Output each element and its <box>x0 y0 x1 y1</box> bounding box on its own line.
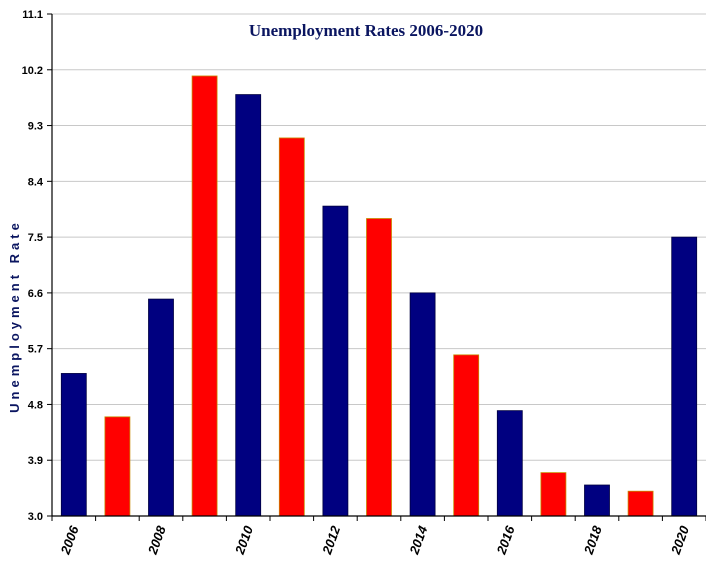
y-axis-label: Unemployment Rate <box>7 219 22 413</box>
bar-2011 <box>278 137 305 517</box>
y-tick-label: 8.4 <box>28 176 44 188</box>
bar-2014 <box>409 292 436 517</box>
bars <box>60 75 698 517</box>
x-tick-label: 2010 <box>232 523 257 557</box>
chart-title: Unemployment Rates 2006-2020 <box>249 21 483 40</box>
bar-2013 <box>366 218 392 517</box>
y-tick-label: 10.2 <box>22 65 43 77</box>
bar-2008 <box>148 298 174 517</box>
bar-2009 <box>191 75 218 517</box>
y-tick-label: 4.8 <box>28 399 43 411</box>
x-tick-label: 2018 <box>580 523 605 557</box>
bar-2018 <box>584 484 610 517</box>
bar-2010 <box>235 94 262 517</box>
x-tick-label: 2014 <box>406 523 431 557</box>
x-tick-label: 2008 <box>144 523 169 557</box>
bar-2006 <box>60 373 87 517</box>
bar-2019 <box>627 490 654 517</box>
bar-2015 <box>453 354 480 517</box>
x-tick-label: 2006 <box>57 523 82 557</box>
bar-2016 <box>496 410 523 517</box>
x-tick-labels: 2006 2008 2010 2012 2014 2016 2018 2020 <box>57 523 692 557</box>
bar-2007 <box>104 416 131 517</box>
y-tick-label: 6.6 <box>28 288 43 300</box>
y-tick-label: 3.9 <box>28 455 43 467</box>
bar-2012 <box>322 205 349 517</box>
y-tick-label: 3.0 <box>28 511 43 523</box>
axes <box>47 13 706 521</box>
y-tick-labels: 3.0 3.9 4.8 5.7 6.6 7.5 8.4 9.3 10.2 11.1 <box>22 9 44 523</box>
x-tick-label: 2012 <box>319 523 344 557</box>
bar-2017 <box>540 472 567 517</box>
bar-2020 <box>671 236 698 517</box>
y-tick-label: 9.3 <box>28 121 43 133</box>
x-tick-label: 2020 <box>668 523 693 557</box>
y-tick-label: 11.1 <box>22 9 43 21</box>
x-tick-label: 2016 <box>493 523 518 557</box>
y-tick-label: 7.5 <box>28 232 43 244</box>
y-tick-label: 5.7 <box>28 344 43 356</box>
